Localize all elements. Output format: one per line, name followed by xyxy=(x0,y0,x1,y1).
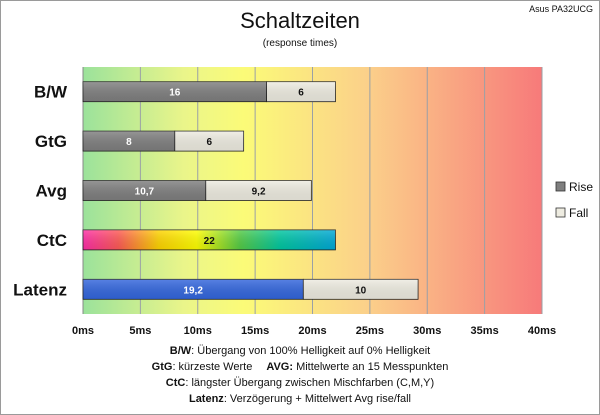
data-label: 6 xyxy=(298,88,304,99)
x-tick-labels: 0ms 5ms 10ms 15ms 20ms 25ms 30ms 35ms 40ms xyxy=(72,325,556,337)
x-tick-label: 20ms xyxy=(298,325,326,337)
note-bw-key: B/W xyxy=(169,345,192,357)
note-gtg-text: : kürzeste Werte xyxy=(172,361,253,373)
chart-title: Schaltzeiten xyxy=(240,8,360,33)
x-tick-label: 5ms xyxy=(129,325,151,337)
note-gtg: GtG: kürzeste Werte AVG: Mittelwerte an 1… xyxy=(1,359,599,375)
note-latenz-text: : Verzögerung + Mittelwert Avg rise/fall xyxy=(223,393,412,405)
bar-shade xyxy=(83,131,175,152)
bar-shade xyxy=(266,81,336,102)
data-label: 9,2 xyxy=(252,187,266,198)
bar-shade xyxy=(83,180,206,201)
x-tick-label: 25ms xyxy=(356,325,384,337)
note-gtg-key: GtG xyxy=(151,361,173,373)
note-ctc-text: : längster Übergang zwischen Mischfarben… xyxy=(185,377,435,389)
category-labels: B/W GtG Avg CtC Latenz xyxy=(13,83,68,300)
category-label: B/W xyxy=(34,83,68,102)
bar-shade xyxy=(83,229,336,250)
data-label: 19,2 xyxy=(183,285,203,296)
x-tick-label: 30ms xyxy=(413,325,441,337)
note-avg-key: AVG: xyxy=(266,361,294,373)
category-label: Avg xyxy=(36,182,68,201)
data-label: 6 xyxy=(206,137,212,148)
footnotes: B/W: Übergang von 100% Helligkeit auf 0%… xyxy=(1,343,599,407)
bars xyxy=(82,81,419,300)
bar-shade xyxy=(303,279,419,300)
bar-shade xyxy=(205,180,312,201)
note-bw: B/W: Übergang von 100% Helligkeit auf 0%… xyxy=(1,343,599,359)
category-label: CtC xyxy=(37,231,67,250)
note-bw-text: : Übergang von 100% Helligkeit auf 0% He… xyxy=(191,345,431,357)
data-label: 10 xyxy=(355,285,367,296)
x-tick-label: 35ms xyxy=(471,325,499,337)
category-label: GtG xyxy=(35,132,67,151)
model-label: Asus PA32UCG xyxy=(529,4,593,14)
category-label: Latenz xyxy=(13,280,67,299)
note-ctc-key: CtC xyxy=(165,377,186,389)
bar-shade xyxy=(174,131,244,152)
bar-shade xyxy=(83,279,304,300)
x-tick-label: 15ms xyxy=(241,325,269,337)
data-label: 22 xyxy=(204,236,216,247)
note-avg-text: Mittelwerte an 15 Messpunkten xyxy=(293,361,449,373)
note-latenz-key: Latenz xyxy=(188,393,224,405)
legend-label: Fall xyxy=(569,206,588,220)
note-ctc: CtC: längster Übergang zwischen Mischfar… xyxy=(1,375,599,391)
x-tick-label: 0ms xyxy=(72,325,94,337)
legend: Rise Fall xyxy=(555,180,593,220)
data-label: 8 xyxy=(126,137,132,148)
note-latenz: Latenz: Verzögerung + Mittelwert Avg ris… xyxy=(1,391,599,407)
bar-labels: 16 6 8 6 10,7 9,2 22 19,2 10 xyxy=(126,88,367,297)
chart-subtitle: (response times) xyxy=(263,38,337,49)
legend-label: Rise xyxy=(569,180,593,194)
bar-shade xyxy=(83,81,267,102)
legend-swatch xyxy=(555,207,566,218)
x-tick-label: 10ms xyxy=(184,325,212,337)
x-tick-label: 40ms xyxy=(528,325,556,337)
legend-swatch xyxy=(555,181,566,192)
data-label: 16 xyxy=(169,88,181,99)
data-label: 10,7 xyxy=(135,187,155,198)
